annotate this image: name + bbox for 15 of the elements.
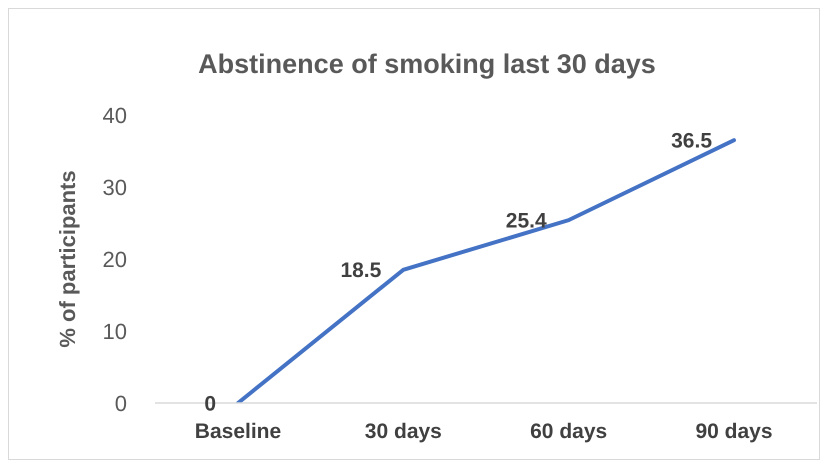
x-tick-label: 30 days — [364, 420, 442, 443]
data-label: 36.5 — [671, 130, 712, 153]
y-tick-label: 10 — [102, 318, 127, 344]
y-tick-label: 0 — [114, 390, 127, 416]
y-tick-label: 40 — [102, 102, 127, 128]
data-label: 18.5 — [340, 259, 382, 282]
y-tick-label: 30 — [102, 174, 127, 200]
chart-title: Abstinence of smoking last 30 days — [197, 49, 657, 80]
data-label: 25.4 — [506, 209, 547, 232]
y-axis-title: % of participants — [54, 170, 80, 348]
x-tick-label: 90 days — [695, 420, 773, 443]
data-label: 0 — [204, 392, 216, 416]
x-tick-label: 60 days — [530, 420, 608, 443]
x-tick-label: Baseline — [194, 420, 282, 443]
y-tick-label: 20 — [102, 246, 127, 272]
